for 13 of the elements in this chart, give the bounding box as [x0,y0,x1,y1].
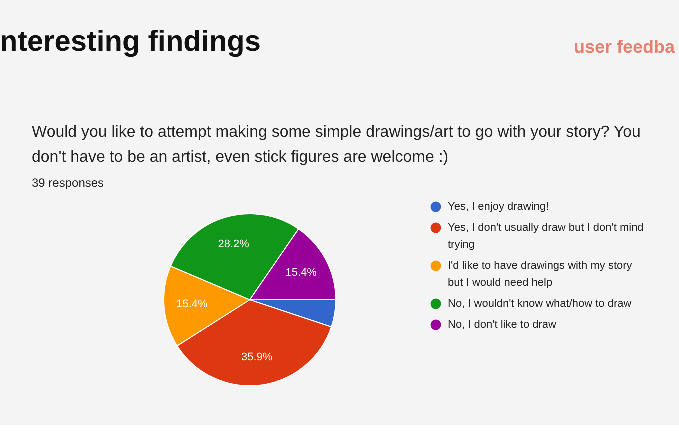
text: 39 responses [32,176,104,190]
legend-label: No, I don't like to draw [448,319,557,331]
data-label: 35.9% [241,352,273,364]
legend-label: No, I wouldn't know what/how to draw [448,298,632,310]
chart-title: nteresting findings [0,26,261,58]
legend-label: Yes, I enjoy drawing! [448,201,550,213]
legend-label: Yes, I don't usually draw but I don't mind trying [448,222,644,251]
data-label: 28.2% [218,238,250,250]
data-label: 15.4% [286,267,318,280]
chart-subtitle: Would you like to attempt making some simple drawings/art to go with your story? You don't have to be an artist, even stick figures are welcome :) [32,124,641,166]
data-label: 15.4% [176,298,208,311]
legend-label: I'd like to have drawings with my story but I would need help [448,260,633,289]
text: user feedba [574,37,676,57]
